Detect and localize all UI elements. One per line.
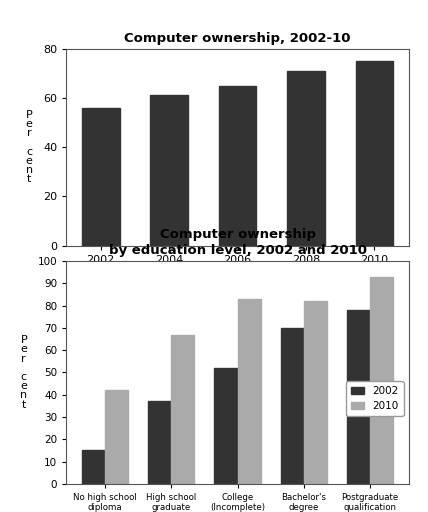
Bar — [214, 368, 238, 484]
Bar — [304, 301, 327, 484]
Bar — [219, 86, 256, 246]
Y-axis label: P
e
r
 
c
e
n
t: P e r c e n t — [26, 110, 33, 184]
Bar — [150, 95, 188, 246]
X-axis label: Year: Year — [222, 269, 253, 282]
Bar — [347, 310, 370, 484]
Title: Computer ownership, 2002-10: Computer ownership, 2002-10 — [124, 32, 351, 45]
Bar — [281, 328, 304, 484]
Bar — [82, 451, 105, 484]
Bar — [238, 299, 261, 484]
Legend: 2002, 2010: 2002, 2010 — [346, 380, 404, 416]
Bar — [148, 401, 171, 484]
Bar — [171, 335, 194, 484]
Bar — [82, 108, 119, 246]
Bar — [370, 276, 393, 484]
Bar — [105, 390, 128, 484]
Title: Computer ownership
by education level, 2002 and 2010: Computer ownership by education level, 2… — [109, 228, 366, 257]
Y-axis label: P
e
r
 
c
e
n
t: P e r c e n t — [20, 335, 27, 410]
Bar — [356, 61, 393, 246]
Bar — [287, 71, 325, 246]
